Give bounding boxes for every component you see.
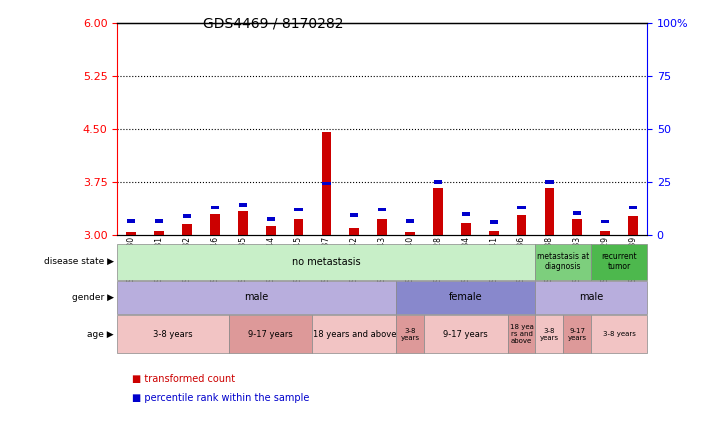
Text: male: male — [245, 292, 269, 302]
Bar — [545, 188, 555, 235]
Bar — [405, 232, 415, 235]
Bar — [238, 212, 247, 235]
Text: 9-17 years: 9-17 years — [248, 330, 293, 339]
Bar — [239, 203, 247, 206]
Bar — [433, 188, 443, 235]
Text: 9-17 years: 9-17 years — [444, 330, 488, 339]
Bar — [322, 181, 331, 185]
Text: 3-8 years: 3-8 years — [154, 330, 193, 339]
Text: recurrent
tumor: recurrent tumor — [602, 252, 637, 271]
Bar — [461, 223, 471, 235]
Bar — [127, 232, 136, 235]
Bar — [266, 225, 276, 235]
Bar — [461, 212, 470, 216]
Bar — [378, 208, 386, 212]
Bar — [267, 217, 274, 221]
Bar — [601, 220, 609, 223]
Text: GDS4469 / 8170282: GDS4469 / 8170282 — [203, 17, 343, 31]
Bar — [490, 220, 498, 224]
Text: ■ percentile rank within the sample: ■ percentile rank within the sample — [132, 393, 309, 403]
Text: age ▶: age ▶ — [87, 330, 114, 339]
Text: 18 years and above: 18 years and above — [313, 330, 396, 339]
Text: 3-8
years: 3-8 years — [400, 328, 419, 341]
Bar — [294, 208, 303, 212]
Bar — [517, 215, 526, 235]
Bar — [518, 206, 525, 209]
Text: metastasis at
diagnosis: metastasis at diagnosis — [538, 252, 589, 271]
Bar — [629, 206, 637, 209]
Text: 3-8
years: 3-8 years — [540, 328, 559, 341]
Bar — [350, 213, 358, 217]
Bar — [434, 180, 442, 184]
Bar — [155, 219, 164, 223]
Text: gender ▶: gender ▶ — [72, 293, 114, 302]
Text: 18 yea
rs and
above: 18 yea rs and above — [510, 324, 533, 344]
Bar — [545, 180, 554, 184]
Text: no metastasis: no metastasis — [292, 257, 360, 266]
Text: 9-17
years: 9-17 years — [568, 328, 587, 341]
Bar — [321, 132, 331, 235]
Bar — [572, 219, 582, 235]
Text: ■ transformed count: ■ transformed count — [132, 374, 235, 384]
Bar — [210, 214, 220, 235]
Bar — [629, 216, 638, 235]
Bar — [294, 219, 304, 235]
Bar — [154, 231, 164, 235]
Bar — [406, 219, 415, 223]
Bar — [183, 214, 191, 218]
Bar — [488, 231, 498, 235]
Bar — [349, 228, 359, 235]
Bar — [573, 211, 582, 215]
Text: male: male — [579, 292, 604, 302]
Bar — [182, 224, 192, 235]
Text: female: female — [449, 292, 483, 302]
Bar — [378, 219, 387, 235]
Bar — [210, 206, 219, 209]
Text: disease state ▶: disease state ▶ — [44, 257, 114, 266]
Bar — [127, 219, 135, 223]
Text: 3-8 years: 3-8 years — [603, 331, 636, 337]
Bar — [600, 231, 610, 235]
